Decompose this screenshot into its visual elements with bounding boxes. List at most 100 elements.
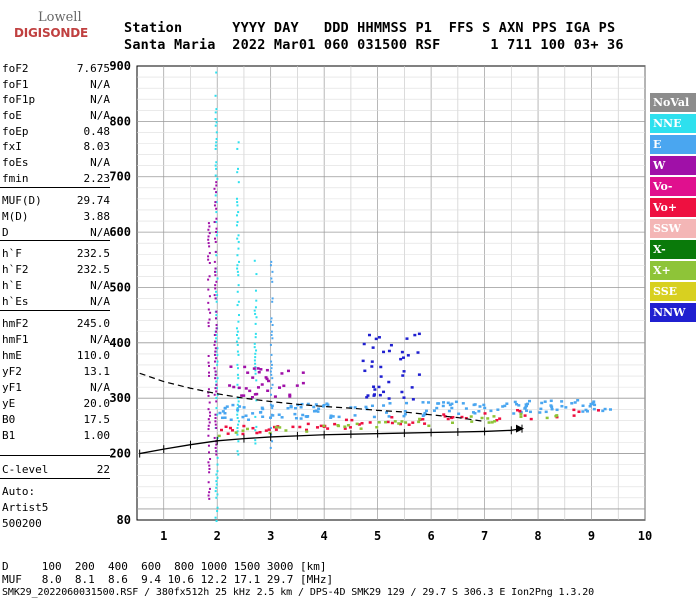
param-row: B1 1.00 — [2, 428, 110, 443]
echo-point — [268, 431, 272, 435]
echo-point — [215, 71, 218, 74]
legend-item: NNW — [650, 303, 696, 322]
echo-point — [215, 383, 218, 386]
param-value: 2.23 — [83, 172, 111, 185]
echo-point — [208, 487, 211, 490]
echo-point — [397, 422, 401, 425]
echo-point — [270, 363, 273, 366]
echo-point — [215, 201, 218, 204]
echo-point — [237, 240, 240, 243]
echo-point — [236, 373, 239, 376]
echo-point — [388, 402, 392, 405]
y-tick-label: 800 — [109, 114, 131, 128]
echo-point — [513, 400, 517, 404]
footer-distance-row: D 100 200 400 600 800 1000 1500 3000 [km… — [2, 560, 327, 573]
echo-point — [418, 417, 422, 421]
echo-point — [317, 407, 321, 410]
echo-point — [482, 403, 486, 407]
echo-point — [237, 314, 240, 317]
echo-point — [472, 403, 476, 407]
echo-point — [242, 394, 246, 397]
echo-point — [539, 407, 543, 411]
echo-point — [322, 404, 326, 407]
echo-point — [593, 403, 597, 407]
auto-label: Auto: — [2, 485, 36, 498]
echo-point — [216, 493, 219, 496]
echo-point — [326, 427, 330, 430]
legend-item: NNE — [650, 114, 696, 133]
echo-point — [543, 400, 547, 403]
echo-point — [254, 442, 257, 445]
echo-point — [218, 411, 222, 415]
param-row: foF1p N/A — [2, 92, 110, 107]
echo-point — [207, 444, 210, 447]
echo-point — [236, 433, 239, 436]
echo-point — [215, 390, 218, 393]
echo-point — [367, 333, 371, 337]
echo-point — [570, 402, 574, 405]
echo-point — [325, 402, 329, 405]
echo-point — [237, 300, 240, 303]
echo-point — [495, 418, 499, 422]
echo-point — [238, 260, 241, 263]
param-value: 20.0 — [83, 397, 111, 410]
echo-point — [250, 396, 254, 399]
echo-point — [305, 430, 309, 433]
echo-point — [261, 407, 265, 411]
echo-point — [382, 390, 386, 394]
echo-point — [236, 407, 239, 410]
echo-point — [410, 386, 414, 389]
echo-point — [254, 369, 257, 372]
echo-point — [457, 412, 461, 416]
echo-point — [370, 365, 374, 368]
echo-point — [282, 384, 286, 388]
echo-point — [215, 290, 218, 293]
echo-point — [214, 174, 217, 177]
echo-point — [301, 381, 305, 385]
param-label: h`Es — [2, 295, 29, 308]
param-value: 3.88 — [83, 210, 111, 223]
param-label: h`F — [2, 247, 22, 260]
echo-point — [469, 415, 473, 418]
echo-point — [208, 464, 211, 467]
echo-point — [229, 418, 233, 421]
param-label: hmF2 — [2, 317, 29, 330]
echo-point — [229, 365, 233, 368]
echo-point — [529, 417, 533, 421]
echo-point — [372, 415, 376, 419]
echo-point — [215, 496, 218, 499]
echo-point — [361, 359, 365, 363]
echo-point — [432, 409, 436, 412]
echo-point — [236, 204, 239, 207]
echo-point — [236, 270, 239, 273]
echo-point — [295, 384, 299, 387]
param-value: 110.0 — [76, 349, 110, 362]
echo-point — [236, 254, 239, 257]
echo-point — [216, 347, 219, 350]
echo-point — [236, 367, 239, 370]
echo-point — [236, 267, 239, 270]
echo-point — [601, 409, 605, 413]
echo-point — [237, 337, 240, 340]
echo-point — [214, 164, 217, 167]
echo-point — [254, 356, 257, 359]
echo-point — [237, 141, 240, 144]
param-value: N/A — [90, 78, 110, 91]
echo-point — [490, 421, 494, 424]
y-tick-label: 300 — [109, 391, 131, 405]
echo-point — [208, 497, 211, 500]
echo-point — [270, 367, 273, 370]
echo-point — [214, 516, 217, 519]
param-label: foEs — [2, 156, 29, 169]
echo-point — [244, 387, 248, 390]
echo-point — [370, 360, 374, 363]
echo-point — [231, 403, 235, 407]
echo-point — [423, 412, 427, 416]
echo-point — [454, 400, 458, 404]
x-tick-label: 5 — [374, 529, 381, 543]
echo-point — [214, 373, 217, 376]
echo-point — [256, 386, 260, 389]
echo-point — [498, 417, 502, 420]
echo-point — [406, 354, 410, 357]
echo-point — [370, 404, 374, 408]
